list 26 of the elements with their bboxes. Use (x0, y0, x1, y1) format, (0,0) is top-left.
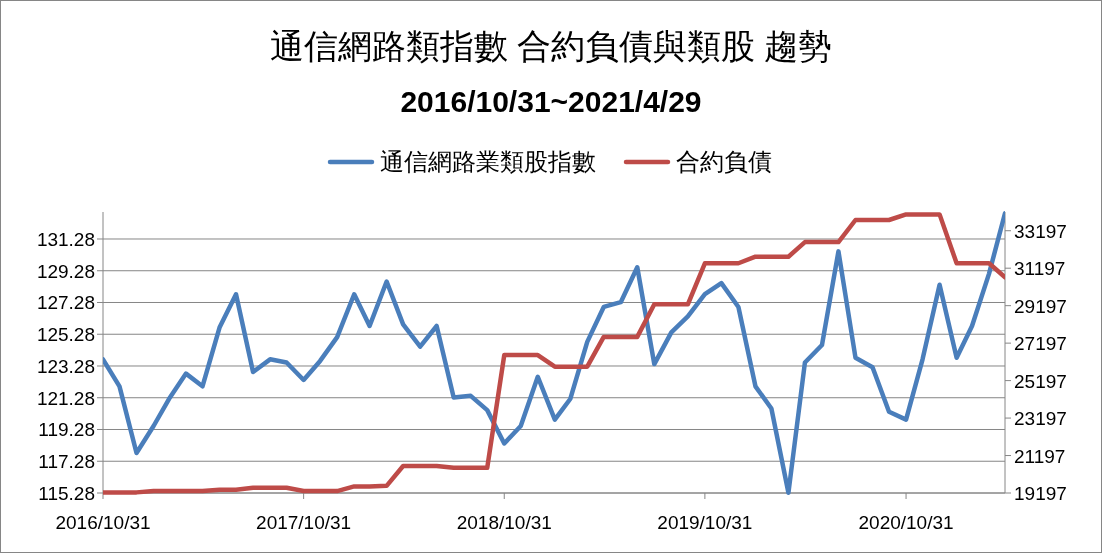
y-tick-label: 125.28 (36, 324, 95, 346)
y-tick-label: 129.28 (36, 260, 95, 282)
y2-tick-label: 25197 (1014, 370, 1067, 392)
x-tick-label: 2019/10/31 (657, 512, 753, 533)
y-tick-label: 127.28 (36, 292, 95, 314)
y2-tick-label: 33197 (1014, 220, 1067, 242)
y-tick-label: 131.28 (36, 228, 95, 250)
x-tick-label: 2016/10/31 (55, 512, 151, 533)
y-tick-label: 119.28 (38, 419, 95, 441)
y2-tick-label: 27197 (1014, 333, 1067, 355)
y2-tick-label: 21197 (1014, 445, 1066, 467)
y-tick-label: 121.28 (36, 387, 95, 409)
chart-subtitle: 2016/10/31~2021/4/29 (400, 85, 702, 118)
x-tick-label: 2018/10/31 (456, 512, 552, 533)
x-tick-label: 2017/10/31 (256, 512, 352, 533)
y-tick-label: 115.28 (38, 483, 95, 504)
legend-label: 合約負債 (676, 148, 772, 175)
legend-label: 通信網路業類股指數 (380, 148, 596, 175)
y-tick-label: 117.28 (38, 451, 95, 473)
chart-title: 通信網路類指數 合約負債與類股 趨勢 (269, 27, 833, 65)
y2-tick-label: 19197 (1014, 483, 1067, 504)
y2-tick-label: 29197 (1014, 295, 1067, 317)
y2-tick-label: 31197 (1014, 258, 1066, 280)
y-tick-label: 123.28 (36, 355, 95, 377)
y2-tick-label: 23197 (1014, 408, 1067, 430)
x-tick-label: 2020/10/31 (858, 512, 954, 533)
